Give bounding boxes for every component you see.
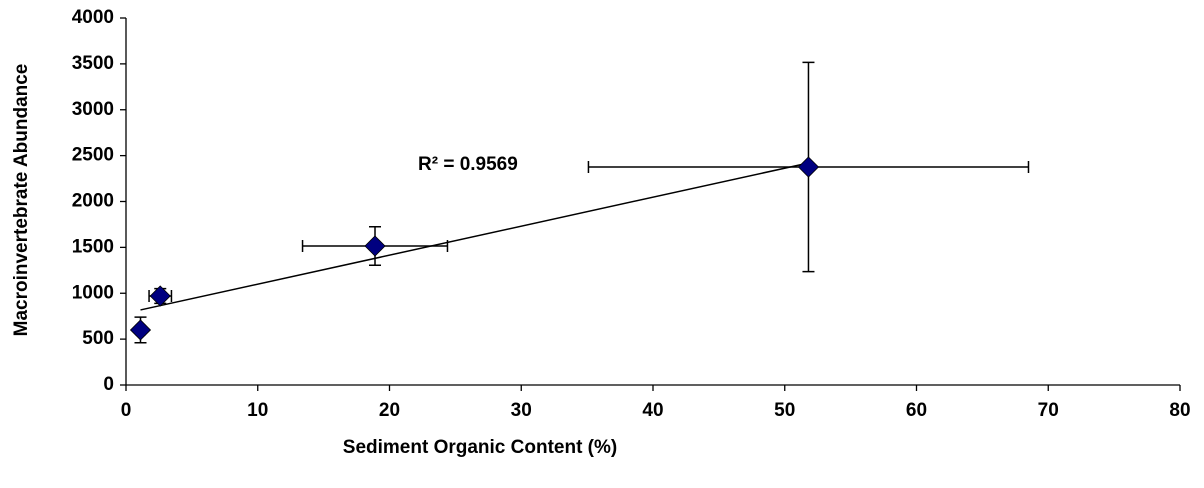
x-tick-label: 50 — [774, 400, 795, 421]
x-axis-title: Sediment Organic Content (%) — [343, 437, 617, 458]
x-tick-label: 80 — [1169, 400, 1190, 421]
x-tick-label: 60 — [906, 400, 927, 421]
y-tick-label: 500 — [82, 328, 114, 349]
x-tick-label: 20 — [379, 400, 400, 421]
data-point — [364, 235, 386, 257]
y-tick-label: 4000 — [72, 7, 114, 28]
y-tick-label: 3500 — [72, 53, 114, 74]
r-squared-annotation: R² = 0.9569 — [418, 154, 518, 175]
y-tick-label: 0 — [103, 374, 114, 395]
data-point — [149, 285, 171, 307]
x-tick-label: 70 — [1038, 400, 1059, 421]
x-tick-label: 10 — [247, 400, 268, 421]
y-tick-label: 2500 — [72, 145, 114, 166]
y-axis-title: Macroinvertebrate Abundance — [11, 64, 32, 337]
y-tick-label: 1500 — [72, 236, 114, 257]
data-point — [797, 156, 820, 178]
x-tick-label: 30 — [511, 400, 532, 421]
x-tick-label: 0 — [121, 400, 132, 421]
trend-line — [140, 162, 809, 311]
x-tick-label: 40 — [642, 400, 663, 421]
y-tick-label: 1000 — [72, 282, 114, 303]
y-tick-label: 2000 — [72, 191, 114, 212]
data-point — [129, 319, 152, 341]
y-tick-label: 3000 — [72, 99, 114, 120]
